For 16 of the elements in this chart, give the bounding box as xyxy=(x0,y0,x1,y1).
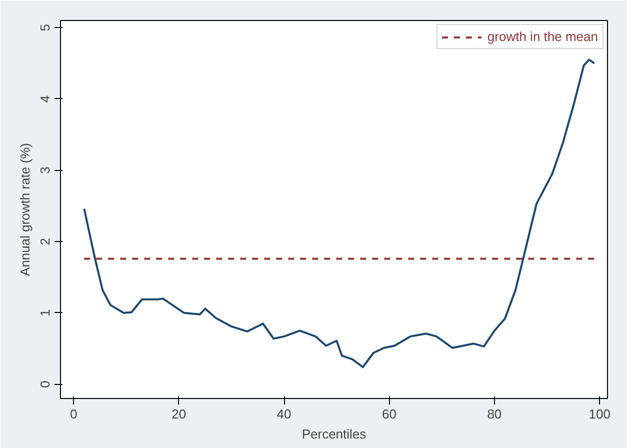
x-tick-label: 80 xyxy=(487,406,502,422)
y-tick-label: 3 xyxy=(38,166,52,174)
y-tick-label: 2 xyxy=(38,238,52,246)
y-axis-title: Annual growth rate (%) xyxy=(18,143,32,276)
line-series xyxy=(83,58,596,368)
y-tick-label: 5 xyxy=(38,24,52,32)
y-tick-label: 0 xyxy=(38,380,52,388)
legend-label: growth in the mean xyxy=(487,29,598,44)
x-tick-label: 20 xyxy=(172,406,186,422)
x-tick-label: 40 xyxy=(276,406,292,422)
x-tick-label: 100 xyxy=(588,406,610,422)
x-axis-title: Percentiles xyxy=(302,426,367,442)
y-tick-label: 1 xyxy=(38,309,52,317)
x-tick-label: 0 xyxy=(70,406,78,422)
x-tick-label: 60 xyxy=(382,406,396,422)
y-tick-label: 4 xyxy=(38,95,52,103)
